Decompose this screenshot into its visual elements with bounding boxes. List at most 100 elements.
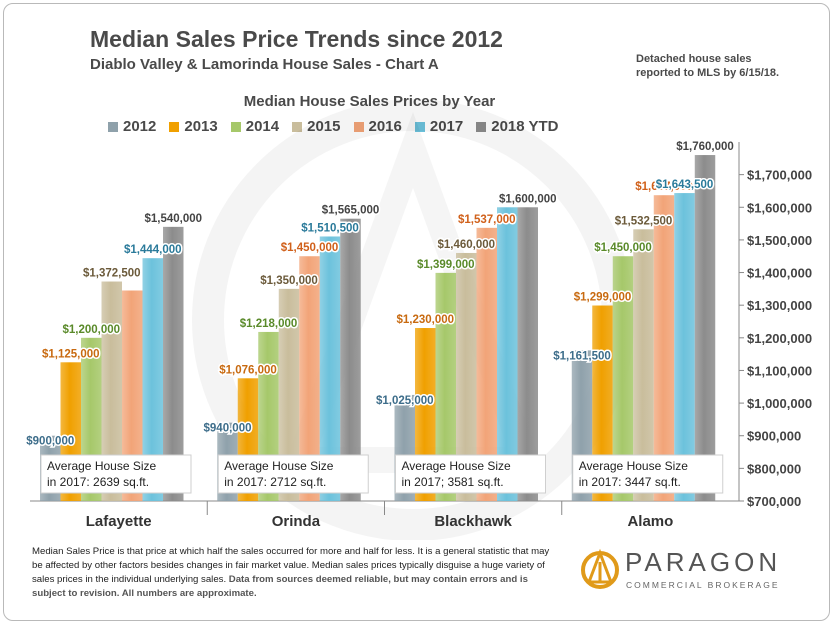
- bar-2014: [435, 272, 456, 501]
- data-label: $1,565,000: [322, 205, 380, 217]
- legend-label: 2015: [307, 118, 341, 135]
- logo-name: PARAGON: [625, 547, 782, 577]
- house-size-line-1: Average House Size: [579, 459, 689, 473]
- bar-2016: [476, 227, 497, 502]
- bar-2017: [319, 236, 341, 501]
- y-tick-label: $1,600,000: [747, 200, 812, 215]
- house-size-line-2: in 2017: 3447 sq.ft.: [579, 475, 681, 489]
- data-label: $1,540,000: [144, 213, 202, 225]
- bar-2015: [633, 229, 654, 501]
- legend: 2012 2013 2014 2015 2016 2017 2018 YTD: [108, 118, 559, 135]
- data-label: $1,025,000: [376, 395, 434, 407]
- disclaimer-source: Data from sources deemed reliable, but m…: [32, 574, 528, 599]
- data-label: $1,537,000: [458, 214, 516, 226]
- bar-2014: [612, 256, 634, 501]
- data-label: $1,299,000: [574, 292, 632, 304]
- data-label: $1,399,000: [417, 259, 475, 271]
- paragon-logo-icon: [581, 548, 619, 589]
- legend-item: 2016: [353, 118, 402, 135]
- bar-2017: [142, 258, 163, 501]
- x-category-label: Orinda: [272, 513, 321, 530]
- bar-2015: [101, 281, 122, 501]
- house-size-line-2: in 2017: 2639 sq.ft.: [47, 475, 149, 489]
- y-tick-label: $1,200,000: [747, 331, 812, 346]
- house-size-box: [40, 454, 192, 494]
- legend-swatch: [414, 121, 425, 132]
- legend-item: 2015: [292, 118, 341, 135]
- bar-2015: [278, 288, 300, 501]
- bar-2018-ytd: [340, 218, 361, 502]
- bar-2015: [456, 252, 477, 501]
- data-source-note: Detached house sales reported to MLS by …: [636, 52, 806, 80]
- data-label: $1,372,500: [83, 268, 141, 280]
- data-label: $1,643,500: [656, 179, 714, 191]
- legend-label: 2017: [429, 118, 464, 135]
- legend-label: 2018 YTD: [491, 118, 559, 135]
- x-category-label: Lafayette: [86, 513, 152, 530]
- bar-2016: [653, 195, 675, 501]
- y-tick-label: $1,400,000: [747, 266, 812, 281]
- data-label: $1,218,000: [240, 318, 298, 330]
- chart-main-title: Median Sales Price Trends since 2012: [90, 26, 503, 52]
- house-size-line-1: Average House Size: [47, 459, 157, 473]
- x-category-label: Alamo: [627, 513, 673, 530]
- bar-chart: $700,000 $800,000 $900,000 $1,000,000 $1,100…: [25, 99, 812, 540]
- house-size-line-2: in 2017: 2712 sq.ft.: [224, 475, 326, 489]
- data-label: $1,125,000: [42, 348, 100, 360]
- data-label: $1,444,000: [124, 244, 182, 256]
- disclaimer-text: Median Sales Price is that price at whic…: [32, 546, 550, 585]
- data-label: $1,510,500: [301, 222, 359, 234]
- legend-label: 2012: [123, 118, 157, 135]
- legend-swatch: [476, 121, 487, 132]
- data-label: $1,760,000: [676, 141, 734, 153]
- plot-title: Median House Sales Prices by Year: [0, 93, 835, 110]
- legend-swatch: [353, 121, 364, 132]
- data-label: $1,637,000: [635, 181, 693, 193]
- data-label: $1,460,000: [437, 239, 495, 251]
- legend-label: 2016: [368, 118, 402, 135]
- data-label: $1,200,000: [62, 324, 120, 336]
- x-category-label: Blackhawk: [434, 513, 512, 530]
- legend-item: 2013: [169, 118, 218, 135]
- data-label: $1,350,000: [260, 275, 318, 287]
- y-tick-label: $1,500,000: [747, 233, 812, 248]
- house-size-box: [395, 454, 546, 494]
- legend-label: 2014: [245, 118, 280, 135]
- bar-2017: [674, 193, 695, 501]
- y-tick-label: $1,100,000: [747, 363, 812, 378]
- legend-item: 2017: [414, 118, 464, 135]
- y-tick-label: $1,300,000: [747, 298, 812, 313]
- logo-tagline: COMMERCIAL BROKERAGE: [626, 580, 780, 590]
- y-tick-label: $700,000: [747, 494, 801, 509]
- data-label: $1,076,000: [219, 364, 277, 376]
- plot-title-text: Median House Sales Prices by Year: [243, 93, 496, 110]
- y-tick-label: $1,000,000: [747, 396, 812, 411]
- legend-item: 2014: [230, 118, 280, 135]
- house-size-box: [217, 454, 369, 494]
- y-tick-label: $900,000: [747, 429, 801, 444]
- legend-swatch: [108, 121, 118, 132]
- data-label: $1,532,500: [615, 215, 673, 227]
- legend-swatch: [292, 121, 303, 132]
- legend-swatch: [169, 121, 180, 132]
- bar-2017: [497, 207, 518, 502]
- house-size-line-1: Average House Size: [402, 459, 512, 473]
- bar-2016: [122, 290, 143, 501]
- y-tick-label: $1,700,000: [747, 168, 812, 183]
- y-tick-label: $800,000: [747, 461, 801, 476]
- legend-label: 2013: [184, 118, 218, 135]
- legend-item: 2012: [108, 118, 156, 135]
- data-label: $1,600,000: [499, 193, 557, 205]
- bar-2018-ytd: [694, 155, 716, 501]
- data-label: $940,000: [204, 423, 252, 435]
- note-line-1: Detached house sales: [636, 53, 752, 65]
- note-line-2: reported to MLS by 6/15/18.: [636, 67, 780, 79]
- house-size-line-2: in 2017; 3581 sq.ft.: [402, 475, 504, 489]
- data-label: $1,230,000: [396, 314, 454, 326]
- data-label: $1,450,000: [281, 242, 339, 254]
- bar-2013: [592, 305, 613, 501]
- bar-2018-ytd: [163, 226, 184, 501]
- data-label: $1,161,500: [553, 350, 611, 362]
- disclaimer: Median Sales Price is that price at whic…: [32, 545, 552, 601]
- house-size-line-1: Average House Size: [224, 459, 334, 473]
